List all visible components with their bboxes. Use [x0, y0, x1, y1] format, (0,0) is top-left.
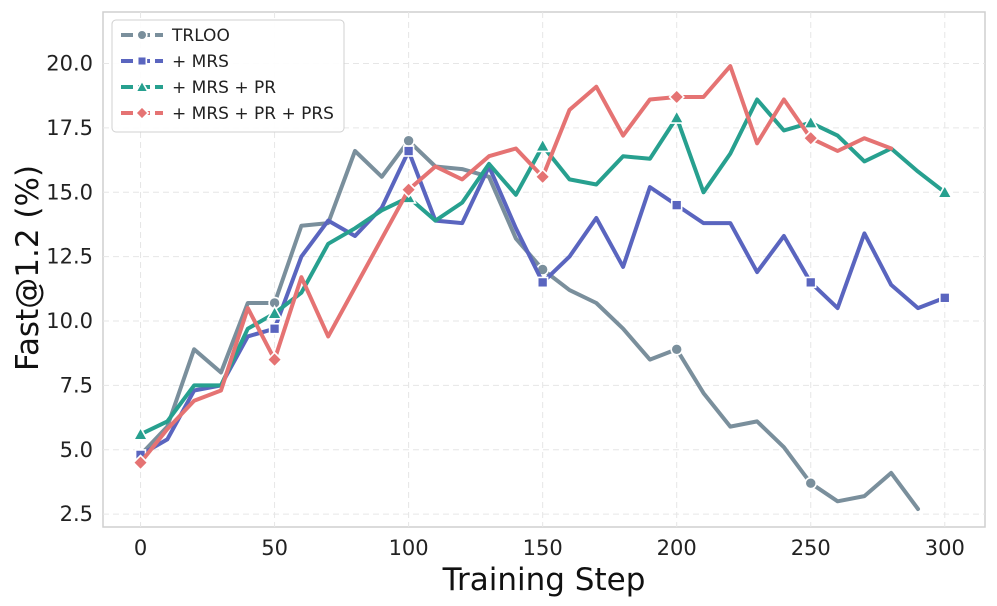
data-point [936, 183, 954, 199]
data-point [668, 88, 685, 106]
x-tick-label: 200 [657, 536, 697, 560]
legend-box [111, 19, 345, 133]
y-tick-label: 17.5 [46, 116, 93, 140]
data-point [132, 454, 149, 471]
y-axis-title: Fast@1.2 (%) [10, 165, 46, 371]
x-axis-ticks: 0 50 100 150 200 250 300 [134, 536, 965, 560]
legend-label: + MRS [172, 52, 229, 72]
x-tick-label: 150 [523, 536, 563, 560]
legend-marker [136, 55, 148, 67]
legend-marker [134, 105, 150, 121]
y-tick-label: 10.0 [46, 309, 93, 333]
x-tick-label: 250 [791, 536, 831, 560]
data-point [132, 425, 149, 441]
data-point [266, 351, 283, 368]
legend-marker [136, 29, 148, 41]
legend-entry: TRLOO [121, 26, 230, 46]
data-point [670, 343, 684, 356]
legend-entry: + MRS + PR + PRS [121, 104, 334, 124]
series-line [138, 64, 894, 465]
data-point [668, 109, 685, 124]
y-tick-label: 12.5 [46, 245, 93, 269]
series-4 [132, 64, 894, 471]
data-point [536, 276, 549, 289]
data-point [266, 304, 283, 320]
legend-marker [134, 79, 150, 93]
y-axis-ticks: 2.5 5.0 7.5 10.0 12.5 15.0 17.5 20.0 [46, 52, 93, 527]
data-point [804, 476, 818, 490]
y-tick-label: 2.5 [60, 502, 93, 526]
y-tick-label: 15.0 [46, 180, 93, 204]
x-tick-label: 50 [261, 536, 288, 560]
y-tick-label: 20.0 [46, 52, 93, 76]
data-point [400, 181, 417, 198]
legend-label: + MRS + PR [172, 78, 276, 98]
x-tick-label: 100 [389, 536, 429, 560]
data-point [670, 199, 683, 211]
data-point [402, 145, 415, 157]
legend-entry: + MRS + PR [121, 78, 276, 98]
legend-entry: + MRS [121, 52, 229, 72]
data-point [534, 137, 551, 153]
y-tick-label: 7.5 [60, 373, 93, 397]
series-layer [132, 64, 954, 511]
data-point [402, 134, 415, 148]
legend: TRLOO + MRS + MRS + PR + MRS + PR + PRS [111, 19, 345, 133]
y-tick-label: 5.0 [60, 438, 93, 462]
data-point [939, 292, 951, 304]
data-point [802, 114, 819, 130]
data-point [804, 276, 817, 289]
data-point [268, 322, 281, 335]
legend-label: + MRS + PR + PRS [172, 104, 334, 124]
x-tick-label: 300 [925, 536, 965, 560]
data-point [534, 168, 551, 186]
legend-label: TRLOO [171, 26, 230, 46]
data-point [802, 129, 820, 147]
x-axis-title: Training Step [442, 562, 646, 598]
x-tick-label: 0 [134, 536, 147, 560]
series-3 [132, 97, 954, 441]
